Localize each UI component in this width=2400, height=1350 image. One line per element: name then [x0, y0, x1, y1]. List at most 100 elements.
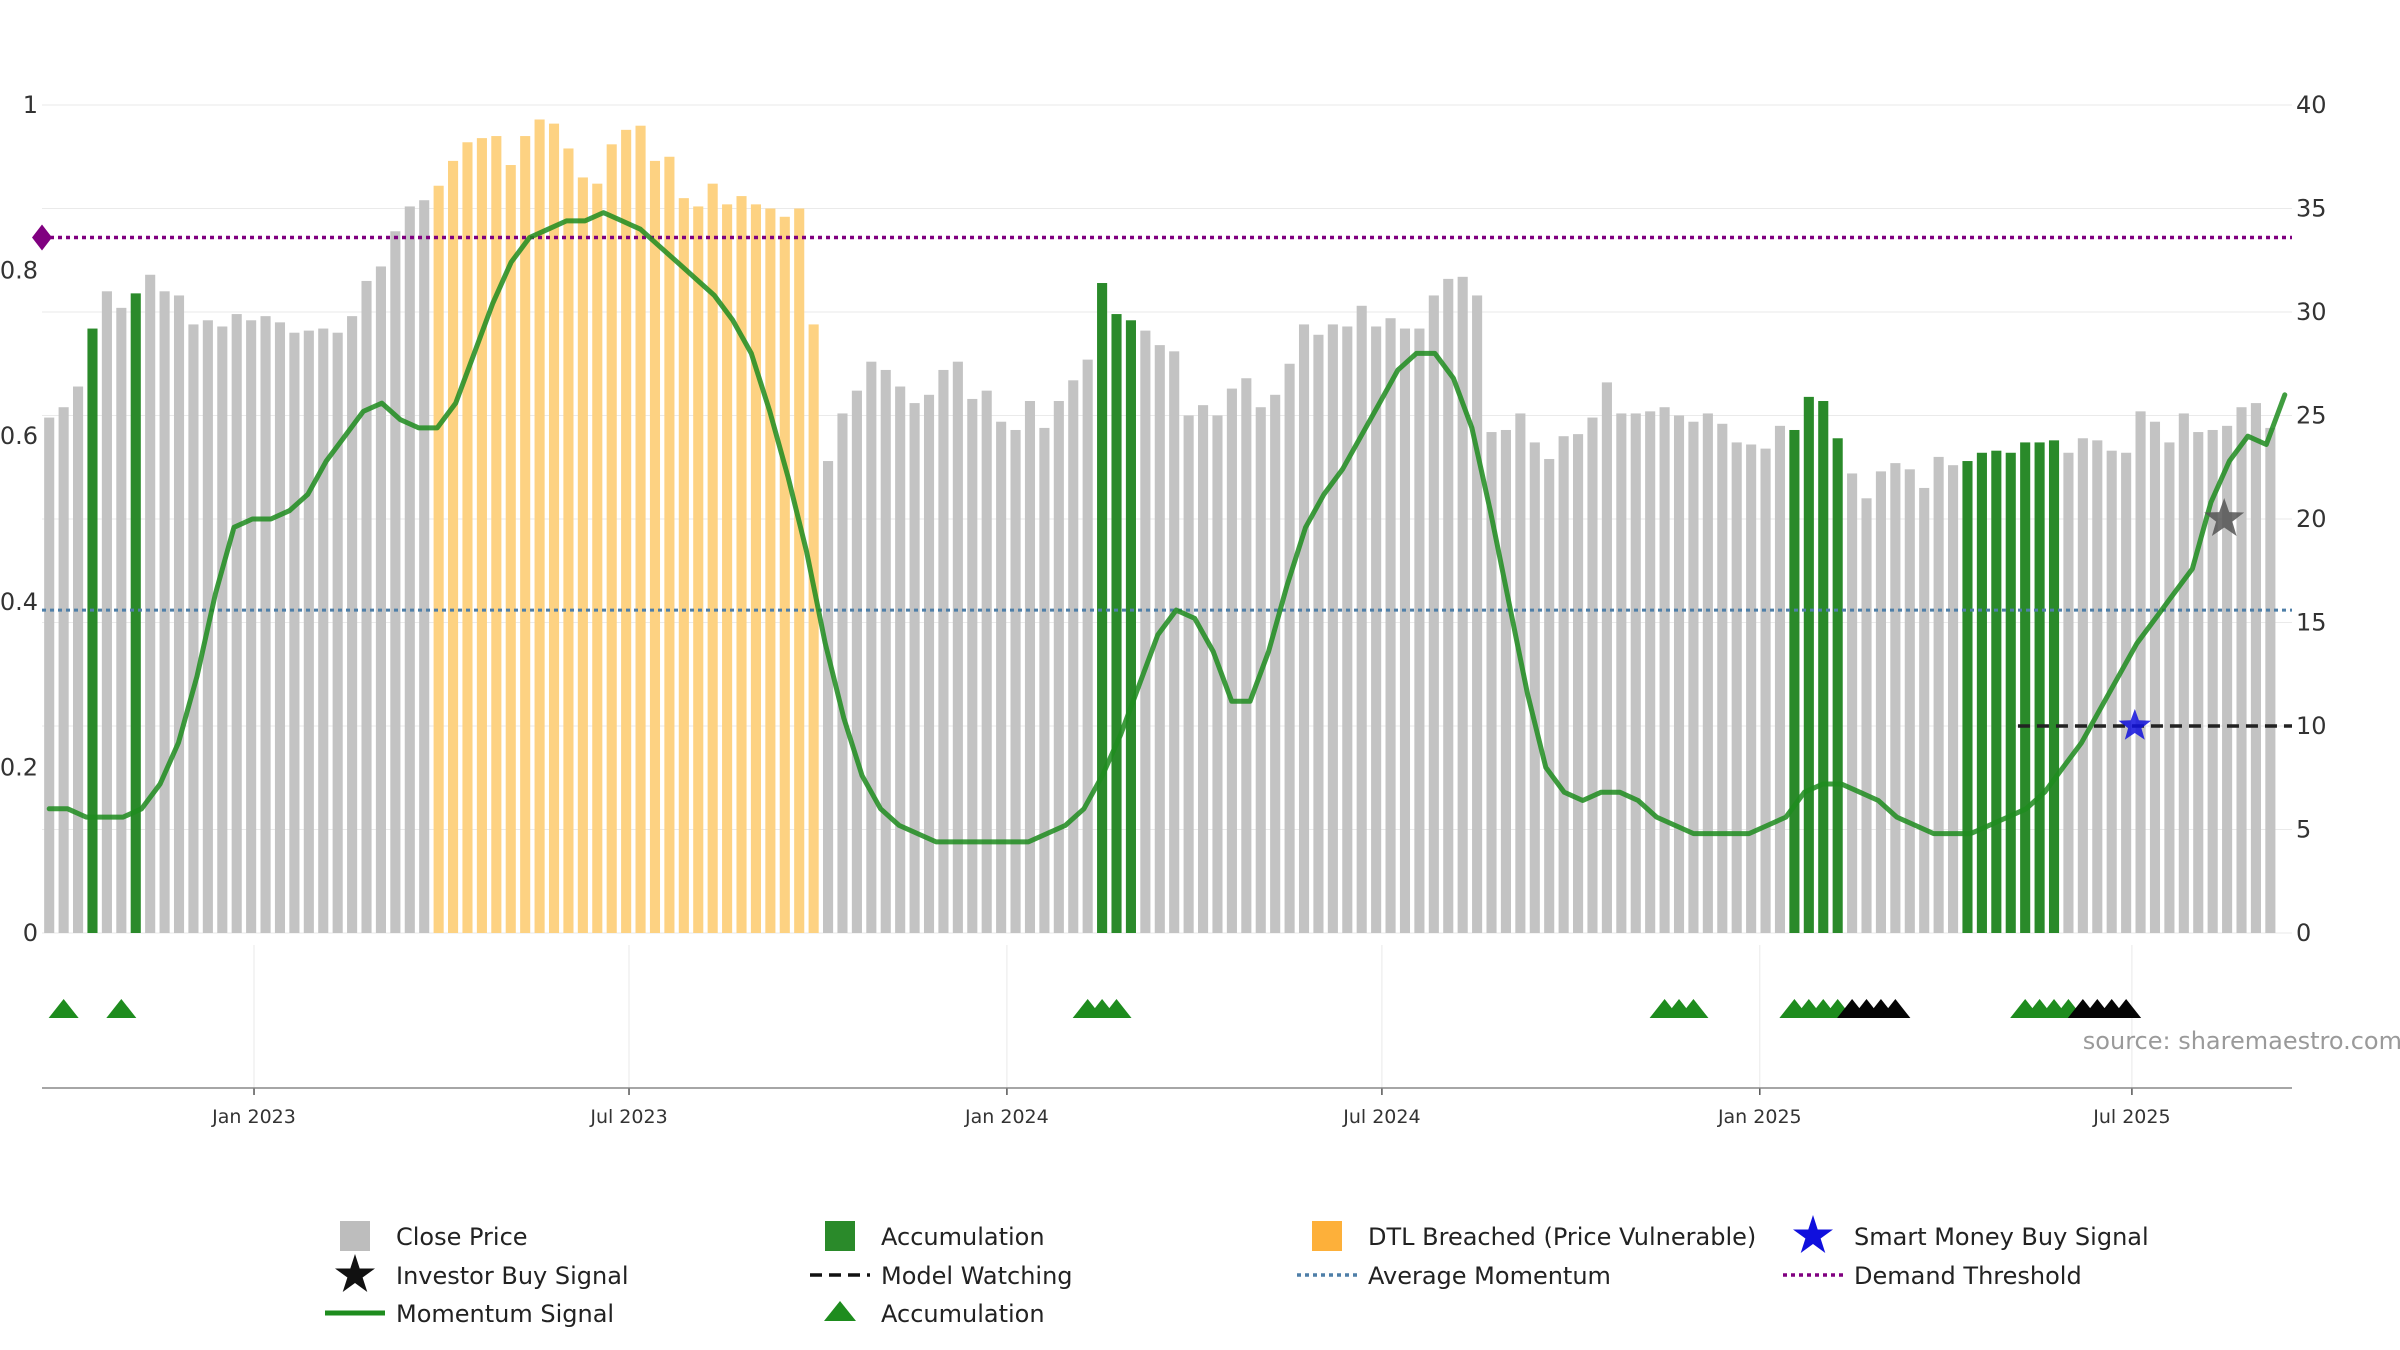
close-price-bar: [996, 421, 1007, 933]
close-price-bar: [1327, 324, 1338, 933]
accumulation-triangle: [106, 999, 137, 1018]
close-price-bar: [2164, 442, 2175, 933]
close-price-bar: [318, 328, 329, 933]
close-price-bar: [1544, 458, 1555, 933]
legend-swatch-square: [1312, 1221, 1342, 1251]
close-price-bar: [1356, 305, 1367, 933]
close-price-bar: [2250, 403, 2261, 934]
close-price-bar: [1919, 487, 1930, 933]
watching-triangle: [1880, 999, 1911, 1018]
dtl-breached-bar: [765, 208, 776, 933]
right-axis-tick-label: 5: [2296, 816, 2311, 844]
dtl-breached-bar: [707, 183, 718, 933]
close-price-bar: [981, 390, 992, 933]
close-price-bar: [1024, 401, 1036, 933]
close-price-bar: [909, 403, 920, 934]
right-axis-tick-label: 10: [2296, 712, 2327, 740]
close-price-bar: [1082, 359, 1093, 933]
dtl-breached-bar: [577, 177, 588, 933]
close-price-bar: [260, 316, 271, 933]
legend-item: Smart Money Buy Signal: [1793, 1215, 2149, 1253]
accumulation-bar: [1962, 461, 1973, 933]
left-axis-tick-label: 1: [23, 91, 38, 119]
accumulation-bar: [2034, 442, 2045, 933]
legend-label: Model Watching: [881, 1262, 1073, 1290]
close-price-bar: [1645, 411, 1656, 933]
dtl-breached-bar: [563, 148, 574, 934]
accumulation-bar: [2048, 440, 2060, 933]
close-price-bar: [1529, 442, 1540, 933]
close-price-bar: [347, 316, 358, 933]
legend-swatch-square: [340, 1221, 370, 1251]
legend-label: Average Momentum: [1368, 1262, 1611, 1290]
close-price-bar: [2092, 440, 2103, 933]
close-price-bar: [390, 231, 401, 933]
close-price-bar: [1053, 401, 1064, 933]
legend-label: Close Price: [396, 1223, 528, 1251]
close-price-bar: [173, 295, 185, 933]
smart-money-buy-star: [2118, 709, 2151, 740]
legend-item: Demand Threshold: [1783, 1262, 2082, 1290]
close-price-bar: [2222, 425, 2233, 933]
momentum-signal-line: [46, 210, 2288, 845]
close-price-bar: [2077, 438, 2088, 933]
left-axis-tick-label: 0.2: [0, 753, 38, 781]
accumulation-bar: [2020, 442, 2031, 933]
close-price-bar: [217, 326, 228, 933]
price-bars: [44, 119, 2276, 934]
close-price-bar: [419, 200, 430, 934]
watching-triangle: [2111, 999, 2142, 1018]
close-price-bar: [1226, 388, 1237, 934]
dtl-breached-bar: [808, 324, 819, 933]
close-price-bar: [1212, 415, 1223, 933]
close-price-bar: [2207, 429, 2218, 933]
close-price-bar: [1457, 276, 1468, 933]
accumulation-bar: [1976, 452, 1987, 933]
close-price-bar: [159, 291, 170, 933]
x-axis-tick-label: Jan 2024: [964, 1106, 1049, 1128]
close-price-bar: [1861, 498, 1872, 933]
close-price-bar: [289, 332, 300, 933]
legend-label: Smart Money Buy Signal: [1854, 1223, 2149, 1251]
close-price-bar: [2236, 407, 2247, 934]
dtl-breached-bar: [433, 185, 444, 934]
dtl-breached-bar: [736, 196, 747, 933]
close-price-bar: [116, 307, 127, 933]
close-price-bar: [880, 369, 891, 934]
dtl-breached-bar: [750, 204, 761, 934]
close-price-bar: [1630, 413, 1641, 933]
close-price-bar: [1847, 473, 1858, 933]
left-axis-tick-label: 0.8: [0, 257, 38, 285]
dtl-breached-bar: [649, 160, 661, 933]
legend-label: Accumulation: [881, 1223, 1045, 1251]
close-price-bar: [895, 386, 906, 933]
close-price-bar: [1702, 413, 1713, 933]
left-axis-tick-label: 0.4: [0, 588, 38, 616]
investor-buy-star: [2204, 498, 2245, 536]
close-price-bar: [2178, 413, 2189, 933]
close-price-bar: [1241, 378, 1252, 933]
close-price-bar: [1399, 328, 1411, 933]
demand-threshold-marker: [32, 224, 52, 251]
close-price-bar: [1313, 334, 1324, 933]
close-price-bar: [1140, 330, 1151, 933]
right-axis-tick-label: 30: [2296, 298, 2327, 326]
close-price-bar: [1472, 295, 1483, 933]
accumulation-bar: [1803, 396, 1814, 933]
close-price-bar: [837, 413, 848, 933]
close-price-bar: [375, 266, 386, 934]
accumulation-bar: [1111, 314, 1122, 933]
close-price-bar: [1558, 436, 1569, 933]
close-price-bar: [2121, 452, 2132, 933]
accumulation-bar: [130, 293, 141, 933]
close-price-bar: [274, 322, 286, 934]
close-price-bar: [1746, 444, 1757, 933]
signal-markers: [48, 498, 2245, 1018]
close-price-bar: [73, 386, 84, 933]
close-price-bar: [145, 274, 156, 933]
dtl-breached-bar: [505, 165, 516, 933]
dtl-breached-bar: [664, 156, 675, 933]
accumulation-triangle: [48, 999, 79, 1018]
legend-label: DTL Breached (Price Vulnerable): [1368, 1223, 1756, 1251]
